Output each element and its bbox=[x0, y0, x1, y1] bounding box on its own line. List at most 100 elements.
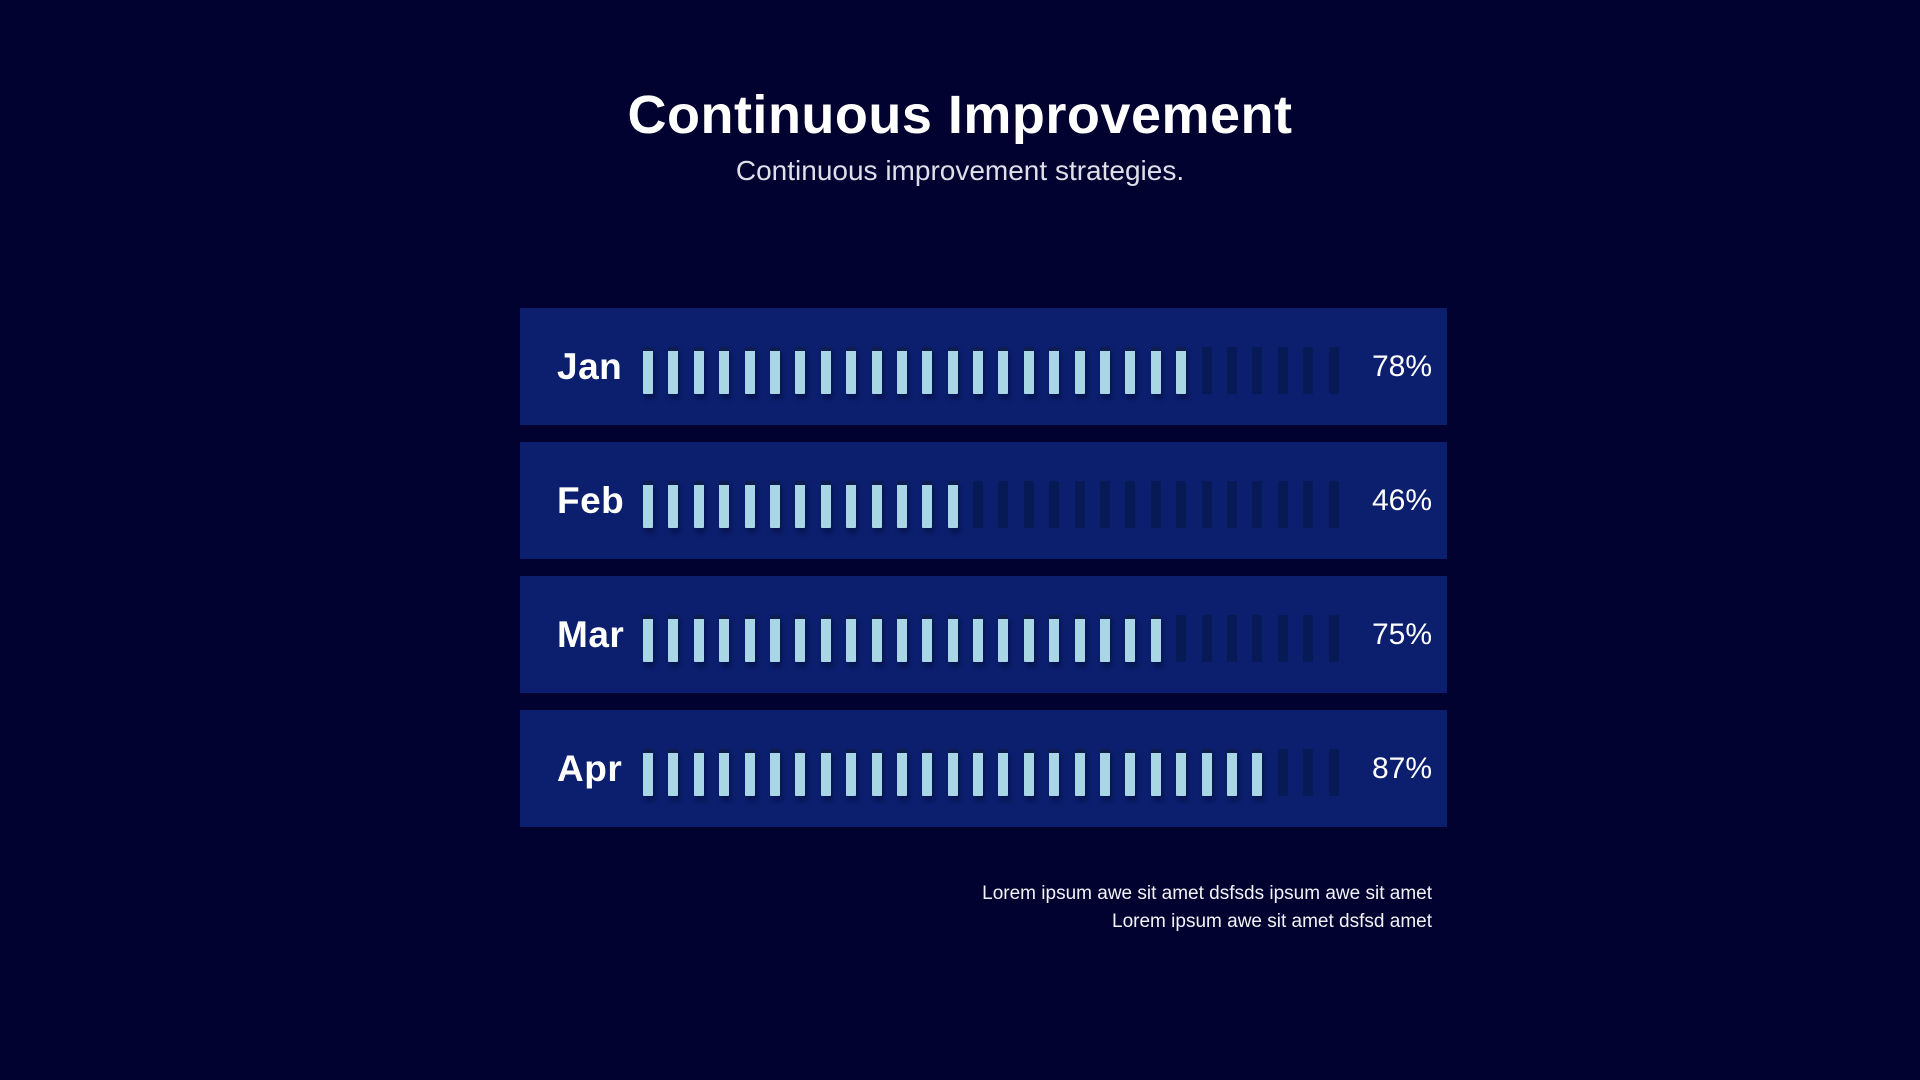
month-row: Apr 87% bbox=[520, 710, 1447, 827]
tick-filled bbox=[1125, 615, 1136, 662]
tick-empty bbox=[1176, 481, 1187, 528]
tick-empty bbox=[998, 481, 1009, 528]
tick-filled bbox=[896, 615, 907, 662]
tick-filled bbox=[998, 347, 1009, 394]
tick-filled bbox=[1176, 347, 1187, 394]
tick-empty bbox=[1201, 347, 1212, 394]
tick-filled bbox=[820, 749, 831, 796]
month-row: Feb 46% bbox=[520, 442, 1447, 559]
tick-filled bbox=[693, 749, 704, 796]
tick-filled bbox=[947, 347, 958, 394]
tick-filled bbox=[998, 749, 1009, 796]
month-row: Mar 75% bbox=[520, 576, 1447, 693]
tick-filled bbox=[795, 347, 806, 394]
tick-empty bbox=[1328, 481, 1339, 528]
tick-filled bbox=[1125, 347, 1136, 394]
tick-empty bbox=[1150, 481, 1161, 528]
tick-filled bbox=[769, 481, 780, 528]
tick-filled bbox=[769, 347, 780, 394]
tick-filled bbox=[922, 347, 933, 394]
tick-filled bbox=[846, 481, 857, 528]
tick-filled bbox=[871, 347, 882, 394]
tick-filled bbox=[1125, 749, 1136, 796]
tick-filled bbox=[1150, 615, 1161, 662]
tick-filled bbox=[1074, 749, 1085, 796]
tick-empty bbox=[1049, 481, 1060, 528]
tick-filled bbox=[973, 615, 984, 662]
tick-filled bbox=[719, 347, 730, 394]
tick-empty bbox=[1125, 481, 1136, 528]
tick-filled bbox=[1049, 347, 1060, 394]
tick-filled bbox=[795, 749, 806, 796]
tick-filled bbox=[795, 481, 806, 528]
tick-filled bbox=[769, 749, 780, 796]
month-label: Jan bbox=[557, 345, 623, 387]
tick-filled bbox=[668, 749, 679, 796]
tick-filled bbox=[922, 481, 933, 528]
tick-filled bbox=[643, 347, 653, 394]
tick-filled bbox=[1074, 347, 1085, 394]
tick-filled bbox=[922, 749, 933, 796]
tick-filled bbox=[1023, 347, 1034, 394]
tick-filled bbox=[1049, 749, 1060, 796]
tick-filled bbox=[1100, 749, 1111, 796]
tick-filled bbox=[896, 347, 907, 394]
footer-line-2: Lorem ipsum awe sit amet dsfsd amet bbox=[1112, 911, 1432, 932]
tick-filled bbox=[973, 347, 984, 394]
tick-filled bbox=[1201, 749, 1212, 796]
tick-filled bbox=[1100, 347, 1111, 394]
tick-filled bbox=[871, 481, 882, 528]
tick-empty bbox=[1252, 347, 1263, 394]
tick-empty bbox=[1303, 481, 1314, 528]
tick-filled bbox=[744, 749, 755, 796]
tick-filled bbox=[1049, 615, 1060, 662]
tick-empty bbox=[1303, 615, 1314, 662]
tick-filled bbox=[668, 481, 679, 528]
tick-filled bbox=[896, 749, 907, 796]
tick-empty bbox=[1201, 615, 1212, 662]
tick-filled bbox=[719, 481, 730, 528]
tick-filled bbox=[1100, 615, 1111, 662]
footer-line-1: Lorem ipsum awe sit amet dsfsds ipsum aw… bbox=[982, 883, 1432, 904]
tick-empty bbox=[1252, 481, 1263, 528]
bar-rows: Jan 78% Feb 46% Mar 75% Apr 87% bbox=[520, 308, 1447, 844]
tick-filled bbox=[896, 481, 907, 528]
tick-filled bbox=[719, 615, 730, 662]
tick-filled bbox=[922, 615, 933, 662]
tick-empty bbox=[1277, 615, 1288, 662]
tick-filled bbox=[643, 615, 653, 662]
percentage-label: 87% bbox=[1371, 751, 1432, 785]
tick-bar bbox=[643, 749, 1339, 796]
tick-empty bbox=[1303, 749, 1314, 796]
tick-empty bbox=[973, 481, 984, 528]
tick-filled bbox=[846, 347, 857, 394]
tick-empty bbox=[1277, 347, 1288, 394]
tick-empty bbox=[1226, 615, 1237, 662]
tick-filled bbox=[820, 347, 831, 394]
tick-empty bbox=[1277, 481, 1288, 528]
header: Continuous Improvement Continuous improv… bbox=[0, 85, 1920, 187]
tick-filled bbox=[947, 749, 958, 796]
tick-filled bbox=[871, 749, 882, 796]
tick-filled bbox=[1074, 615, 1085, 662]
tick-empty bbox=[1226, 481, 1237, 528]
footer-note: Lorem ipsum awe sit amet dsfsds ipsum aw… bbox=[982, 880, 1432, 936]
tick-filled bbox=[1023, 615, 1034, 662]
tick-bar bbox=[643, 615, 1339, 662]
tick-filled bbox=[769, 615, 780, 662]
tick-filled bbox=[795, 615, 806, 662]
tick-bar bbox=[643, 481, 1339, 528]
tick-filled bbox=[668, 615, 679, 662]
percentage-label: 78% bbox=[1371, 349, 1432, 383]
tick-filled bbox=[668, 347, 679, 394]
tick-filled bbox=[820, 481, 831, 528]
tick-filled bbox=[744, 347, 755, 394]
tick-empty bbox=[1176, 615, 1187, 662]
month-label: Feb bbox=[557, 479, 625, 521]
tick-empty bbox=[1201, 481, 1212, 528]
tick-empty bbox=[1074, 481, 1085, 528]
tick-filled bbox=[973, 749, 984, 796]
tick-empty bbox=[1328, 749, 1339, 796]
tick-filled bbox=[693, 347, 704, 394]
